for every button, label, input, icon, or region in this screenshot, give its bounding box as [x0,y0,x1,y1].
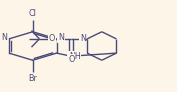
Text: O: O [68,55,75,64]
Text: N: N [58,33,64,42]
Text: Br: Br [28,74,37,83]
Text: O: O [49,34,55,43]
Text: NH: NH [69,52,81,61]
Text: N: N [80,34,86,43]
Text: N: N [2,33,7,42]
Text: Cl: Cl [29,9,37,18]
